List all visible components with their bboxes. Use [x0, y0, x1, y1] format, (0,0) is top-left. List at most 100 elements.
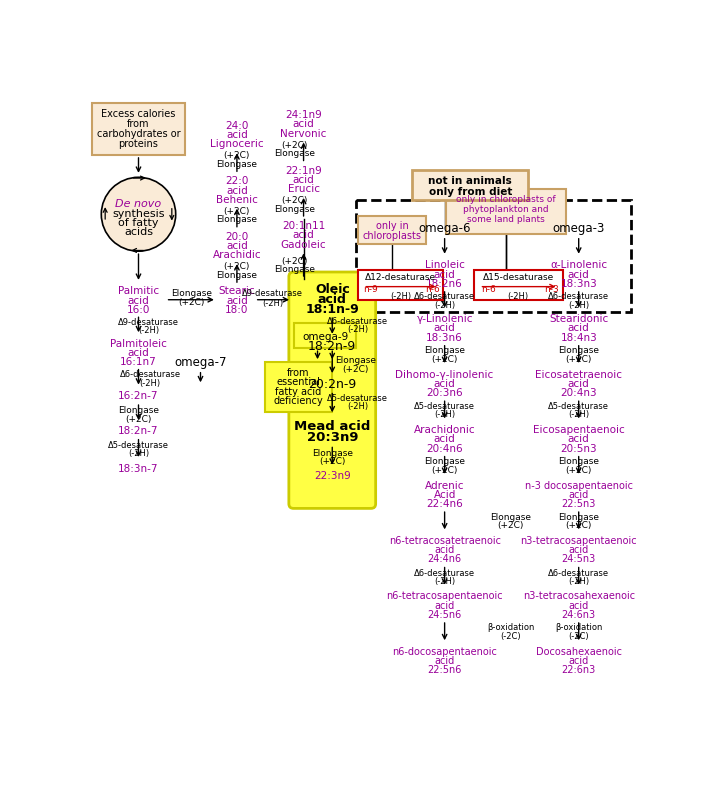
Text: omega-9: omega-9: [302, 332, 348, 341]
Text: 22:6n3: 22:6n3: [562, 664, 596, 675]
Text: Mead acid: Mead acid: [294, 419, 370, 432]
Text: Δ6-desaturase: Δ6-desaturase: [548, 292, 609, 301]
Text: (+2C): (+2C): [497, 521, 524, 530]
Text: Palmitoleic: Palmitoleic: [110, 338, 167, 349]
Text: acid: acid: [226, 186, 247, 195]
Text: (+2C): (+2C): [319, 457, 345, 466]
Text: acid: acid: [568, 544, 589, 555]
Bar: [355, 201, 631, 313]
Text: of fatty: of fatty: [118, 217, 159, 228]
Text: (+2C): (+2C): [343, 364, 369, 373]
Text: acid: acid: [318, 293, 347, 306]
Text: 18:2n6: 18:2n6: [427, 278, 463, 289]
Text: chloroplasts: chloroplasts: [362, 231, 422, 241]
Text: 24:5n6: 24:5n6: [427, 609, 462, 619]
Text: 22:4n6: 22:4n6: [427, 499, 463, 508]
Text: β-oxidation: β-oxidation: [487, 623, 534, 632]
Text: essential: essential: [276, 377, 320, 387]
Text: Adrenic: Adrenic: [425, 480, 465, 490]
Text: Elongase: Elongase: [490, 512, 531, 521]
Text: only in chloroplasts of: only in chloroplasts of: [456, 195, 556, 204]
Text: Elongase: Elongase: [216, 271, 257, 280]
Text: Linoleic: Linoleic: [424, 260, 465, 270]
Text: (-2H): (-2H): [138, 326, 159, 335]
Text: acid: acid: [568, 269, 589, 279]
Text: omega-6: omega-6: [418, 221, 471, 234]
Text: Stearidonic: Stearidonic: [549, 314, 608, 324]
Text: Elongase: Elongase: [558, 457, 599, 466]
Text: acid: acid: [568, 323, 589, 333]
Text: Elongase: Elongase: [424, 345, 465, 355]
Text: β-oxidation: β-oxidation: [555, 623, 602, 632]
Text: 22:0: 22:0: [225, 176, 249, 187]
Text: acid: acid: [434, 544, 455, 555]
Text: 18:4n3: 18:4n3: [560, 333, 597, 342]
Text: acid: acid: [128, 348, 149, 358]
Text: Δ5-desaturase: Δ5-desaturase: [414, 401, 475, 410]
Text: Acid: Acid: [434, 489, 456, 499]
Text: Palmitic: Palmitic: [118, 286, 159, 296]
Bar: [358, 217, 426, 245]
Text: (+2C): (+2C): [565, 465, 592, 474]
Text: (-2H): (-2H): [568, 300, 589, 310]
Text: (-2H): (-2H): [434, 300, 455, 310]
FancyBboxPatch shape: [289, 272, 376, 508]
Text: (-2C): (-2C): [500, 631, 521, 640]
Text: acid: acid: [568, 489, 589, 499]
Text: acid: acid: [226, 295, 247, 306]
Text: n6-docosapentaenoic: n6-docosapentaenoic: [392, 646, 497, 656]
Text: 22:5n3: 22:5n3: [561, 499, 596, 508]
Bar: [265, 363, 332, 413]
Text: 20:1n11: 20:1n11: [282, 221, 325, 231]
Text: α-Linolenic: α-Linolenic: [550, 260, 607, 270]
Text: omega-7: omega-7: [174, 355, 227, 368]
Circle shape: [102, 178, 176, 252]
Text: acid: acid: [434, 323, 455, 333]
Bar: [92, 104, 185, 156]
Text: from: from: [127, 119, 149, 129]
Text: 20:0: 20:0: [226, 231, 249, 242]
Text: (-2H): (-2H): [508, 291, 529, 300]
Text: phytoplankton and: phytoplankton and: [463, 205, 548, 214]
Text: acid: acid: [568, 379, 589, 388]
Text: γ-Linolenic: γ-Linolenic: [417, 314, 473, 324]
Text: (+2C): (+2C): [565, 354, 592, 363]
Text: Δ6-desaturase: Δ6-desaturase: [548, 568, 609, 577]
Text: (-2H): (-2H): [348, 402, 369, 411]
Text: acid: acid: [128, 295, 149, 306]
Text: Δ6-desaturase: Δ6-desaturase: [327, 316, 388, 325]
Text: acid: acid: [434, 269, 455, 279]
Bar: [474, 270, 563, 301]
Text: Eicosatetraenoic: Eicosatetraenoic: [535, 369, 623, 380]
Text: Behenic: Behenic: [216, 195, 258, 204]
Text: Elongase: Elongase: [118, 406, 159, 414]
Text: (+2C): (+2C): [565, 521, 592, 530]
Text: acid: acid: [568, 600, 589, 610]
Text: Nervonic: Nervonic: [281, 128, 326, 139]
Text: acid: acid: [434, 434, 455, 444]
Text: Δ6-desaturase: Δ6-desaturase: [414, 568, 475, 577]
Text: fatty acid: fatty acid: [275, 386, 321, 396]
Text: from: from: [287, 367, 309, 378]
Text: n-9: n-9: [364, 285, 379, 294]
Text: Elongase: Elongase: [274, 204, 314, 213]
Text: 16:2n-7: 16:2n-7: [118, 391, 159, 401]
Text: (+2C): (+2C): [281, 140, 307, 149]
Text: not in animals: not in animals: [429, 176, 512, 187]
Text: acid: acid: [226, 130, 247, 140]
Text: acid: acid: [293, 174, 314, 185]
Text: n-3 docosapentaenoic: n-3 docosapentaenoic: [525, 480, 632, 490]
Text: 18:0: 18:0: [225, 305, 249, 315]
Text: (-2H): (-2H): [434, 577, 455, 586]
Text: omega-3: omega-3: [553, 221, 605, 234]
Text: Δ12-desaturase: Δ12-desaturase: [365, 272, 436, 281]
Text: proteins: proteins: [118, 139, 159, 149]
Text: acid: acid: [568, 434, 589, 444]
Text: Excess calories: Excess calories: [102, 109, 176, 119]
Text: 18:2n-7: 18:2n-7: [118, 425, 159, 436]
Text: 18:3n3: 18:3n3: [560, 278, 597, 289]
Text: Lignoceric: Lignoceric: [210, 139, 264, 149]
Text: only from diet: only from diet: [429, 187, 512, 197]
Bar: [358, 270, 443, 301]
Text: Erucic: Erucic: [288, 184, 319, 194]
